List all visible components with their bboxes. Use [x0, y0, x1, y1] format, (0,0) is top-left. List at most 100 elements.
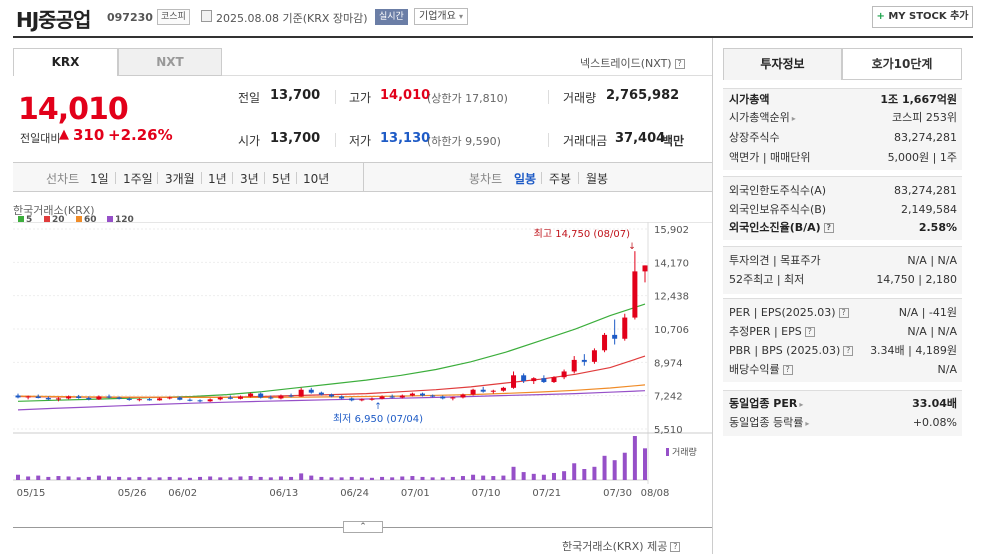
- help-icon[interactable]: ?: [838, 308, 849, 318]
- y-tick-label: 12,438: [654, 292, 689, 303]
- volume-bar: [278, 476, 283, 480]
- help-icon[interactable]: ?: [674, 59, 685, 69]
- y-tick-label: 5,510: [654, 425, 683, 436]
- info-row: PER | EPS(2025.03)? N/A | -41원: [729, 306, 957, 319]
- volume-bar: [612, 460, 617, 480]
- candle-body: [480, 389, 486, 392]
- candle-body: [207, 399, 213, 402]
- chart-grid: [13, 222, 712, 484]
- chart-period-bar: [13, 162, 712, 192]
- volume-bar: [238, 476, 243, 480]
- period-daily[interactable]: 일봉: [514, 172, 537, 186]
- divider: [363, 162, 364, 192]
- candle-body: [318, 392, 324, 395]
- period-10y[interactable]: 10년: [303, 172, 330, 186]
- volume-bar: [582, 469, 587, 480]
- volume-bar: [450, 476, 455, 480]
- period-monthly[interactable]: 월봉: [586, 172, 609, 186]
- ma20-swatch: [44, 216, 50, 222]
- volume-bar: [380, 476, 385, 480]
- candle-body: [136, 399, 142, 401]
- volume-bar: [349, 476, 354, 480]
- investment-info-panel: [712, 38, 973, 554]
- volume-bar: [390, 477, 395, 480]
- y-tick-label: 15,902: [654, 225, 689, 236]
- candle-body: [167, 397, 173, 399]
- amount-unit: 백만: [662, 134, 685, 148]
- industry-block: 동일업종 PER ▸ 33.04배 동일업종 등락률 ▸ +0.08%: [723, 390, 962, 436]
- period-weekly[interactable]: 주봉: [549, 172, 572, 186]
- x-tick-label: 07/30: [603, 488, 632, 499]
- volume-bar: [96, 475, 101, 480]
- y-axis-ticks: 15,902 14,170 12,438 10,706 8,974 7,242 5,510: [654, 225, 689, 436]
- period-1y[interactable]: 1년: [208, 172, 227, 186]
- candle-body: [531, 378, 537, 382]
- tab-order-book[interactable]: 호가10단계: [842, 48, 962, 80]
- candle-body: [278, 395, 284, 399]
- candle-body: [602, 334, 608, 351]
- tab-nxt[interactable]: NXT: [118, 48, 222, 76]
- period-1d[interactable]: 1일: [90, 172, 109, 186]
- candle-body: [329, 394, 334, 397]
- volume-bar: [309, 475, 314, 480]
- info-row: 시가총액 1조 1,667억원: [729, 93, 957, 106]
- candle-body: [612, 334, 618, 339]
- divider: [264, 172, 265, 184]
- x-tick-label: 06/13: [269, 488, 298, 499]
- period-5y[interactable]: 5년: [272, 172, 291, 186]
- candle-body: [470, 389, 476, 395]
- period-3m[interactable]: 3개월: [165, 172, 195, 186]
- volume-bar: [289, 476, 294, 480]
- collapse-chevron-up-icon[interactable]: ⌃: [343, 521, 383, 533]
- help-icon[interactable]: ?: [823, 223, 834, 233]
- volume-bar: [622, 452, 627, 480]
- volume-bar: [208, 476, 213, 480]
- volume-bar: [147, 477, 152, 480]
- chevron-right-icon: ▸: [791, 114, 796, 123]
- candle-body: [116, 397, 122, 399]
- candle-body: [86, 398, 92, 400]
- live-badge: 실시간: [375, 9, 408, 25]
- candle-body: [460, 394, 466, 398]
- info-row: PBR | BPS (2025.03)? 3.34배 | 4,189원: [729, 344, 957, 357]
- help-icon[interactable]: ?: [843, 346, 854, 356]
- volume-bar: [511, 466, 516, 480]
- y-tick-label: 8,974: [654, 358, 683, 369]
- period-1w[interactable]: 1주일: [123, 172, 153, 186]
- amount-value: 37,404: [615, 131, 666, 146]
- volume-bar: [602, 455, 607, 480]
- change-label: 전일대비: [20, 132, 61, 145]
- candle-body: [511, 375, 517, 388]
- volume-label: 거래량: [563, 91, 597, 105]
- tab-krx[interactable]: KRX: [13, 48, 118, 76]
- high-label: 고가: [349, 91, 372, 105]
- candlestick-chart[interactable]: 15,90214,17012,43810,7068,9747,2425,510 …: [0, 222, 712, 520]
- volume-bar: [541, 474, 546, 480]
- candle-body: [632, 271, 638, 318]
- nxt-link[interactable]: 넥스트레이드(NXT)?: [580, 55, 685, 71]
- candle-body: [622, 317, 628, 339]
- help-icon[interactable]: ?: [804, 327, 815, 337]
- ma60-swatch: [76, 216, 82, 222]
- divider: [548, 133, 549, 147]
- volume-bar: [329, 477, 334, 480]
- tab-investment-info[interactable]: 투자정보: [723, 48, 842, 80]
- period-3y[interactable]: 3년: [240, 172, 259, 186]
- opinion-block: 투자의견 | 목표주가 N/A | N/A 52주최고 | 최저 14,750 | …: [723, 246, 962, 294]
- volume-bar: [521, 472, 526, 480]
- low-value: 13,130: [380, 131, 431, 146]
- volume-bar: [248, 476, 253, 480]
- y-tick-label: 10,706: [654, 325, 689, 336]
- volume-bar: [218, 477, 223, 480]
- candle-body: [96, 396, 102, 400]
- help-icon[interactable]: ?: [782, 365, 793, 375]
- company-overview-dropdown[interactable]: 기업개요 ▾: [414, 8, 469, 25]
- volume-bar: [177, 477, 182, 480]
- volume-bar: [167, 476, 172, 480]
- base-date: 2025.08.08 기준(KRX 장마감): [216, 12, 368, 25]
- candle-body: [430, 395, 436, 397]
- help-icon[interactable]: ?: [670, 542, 681, 552]
- volume-bar: [56, 476, 61, 480]
- volume-bar: [501, 475, 506, 480]
- add-my-stock-button[interactable]: + MY STOCK 추가: [872, 6, 973, 28]
